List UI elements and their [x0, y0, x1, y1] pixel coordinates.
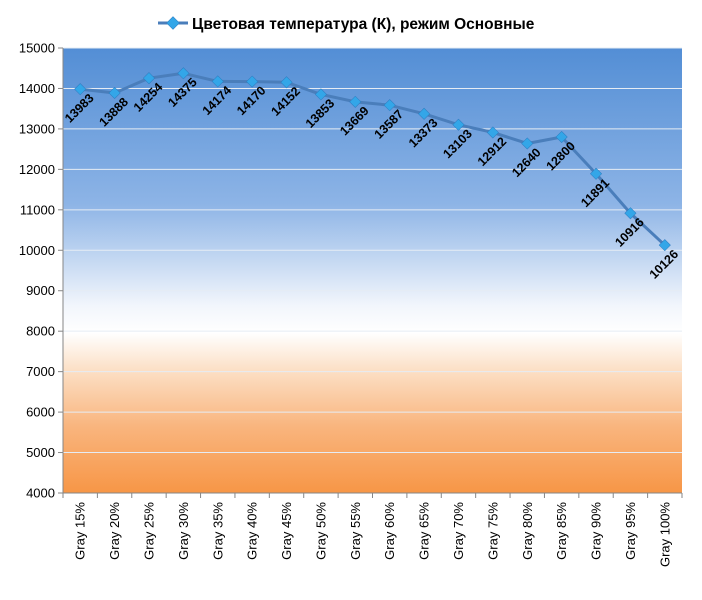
x-tick-label: Gray 100%: [657, 502, 672, 567]
series-markers: [74, 67, 671, 252]
data-point-marker: [108, 86, 121, 99]
legend: Цветовая температура (К), режим Основные: [158, 16, 535, 33]
data-point-marker: [314, 88, 327, 101]
x-tick-label: Gray 55%: [348, 502, 363, 560]
x-tick-label: Gray 60%: [382, 502, 397, 560]
x-tick-label: Gray 75%: [485, 502, 500, 560]
x-tick-label: Gray 25%: [141, 502, 156, 560]
y-tick-label: 7000: [26, 364, 55, 379]
data-point-marker: [555, 130, 568, 144]
data-point-marker: [452, 118, 465, 131]
gridlines: [63, 47, 682, 454]
plot-area: [63, 48, 682, 493]
x-tick-label: Gray 90%: [589, 502, 604, 560]
legend-label: Цветовая температура (К), режим Основные: [192, 16, 535, 33]
y-tick-label: 4000: [26, 486, 55, 501]
data-point-marker: [624, 207, 637, 220]
y-axis: 4000 5000 6000 7000 8000 9000 10000 11000 12000 1…: [19, 41, 63, 501]
x-tick-label: Gray 50%: [313, 502, 328, 560]
y-tick-label: 6000: [26, 405, 55, 420]
x-tick-label: Gray 20%: [107, 502, 122, 560]
data-point-marker: [177, 67, 190, 80]
x-tick-label: Gray 80%: [520, 502, 535, 560]
y-tick-label: 9000: [26, 283, 55, 298]
data-point-marker: [349, 95, 362, 108]
x-tick-label: Gray 95%: [623, 502, 638, 560]
data-point-marker: [383, 99, 396, 112]
x-tick-label: Gray 65%: [417, 502, 432, 560]
x-tick-label: Gray 70%: [451, 502, 466, 560]
data-point-marker: [658, 239, 671, 252]
y-tick-label: 12000: [19, 162, 55, 177]
data-point-marker: [590, 167, 603, 180]
data-point-marker: [418, 107, 431, 120]
data-point-marker: [142, 72, 155, 85]
y-tick-label: 5000: [26, 445, 55, 460]
y-tick-label: 14000: [19, 81, 55, 96]
y-tick-label: 8000: [26, 324, 55, 339]
x-tick-label: Gray 85%: [554, 502, 569, 560]
y-tick-label: 11000: [20, 202, 55, 217]
y-tick-label: 10000: [19, 243, 55, 258]
y-tick-label: 15000: [19, 41, 55, 56]
data-point-marker: [246, 75, 259, 88]
x-tick-label: Gray 15%: [73, 502, 88, 560]
data-point-marker: [211, 75, 224, 88]
y-tick-label: 13000: [19, 121, 55, 136]
data-point-marker: [280, 76, 293, 89]
data-point-marker: [486, 126, 499, 139]
series-line: [80, 71, 666, 247]
data-point-marker: [74, 83, 87, 96]
data-point-marker: [521, 137, 534, 150]
x-tick-label: Gray 45%: [279, 502, 294, 560]
legend-marker-icon: [166, 16, 180, 30]
x-tick-label: Gray 35%: [210, 502, 225, 560]
x-axis: Gray 15% Gray 20% Gray 25% Gray 30% Gray 35%…: [62, 493, 683, 567]
x-tick-label: Gray 40%: [245, 502, 260, 560]
x-tick-label: Gray 30%: [176, 502, 191, 560]
